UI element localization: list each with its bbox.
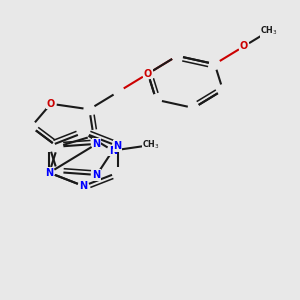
- Text: CH$_3$: CH$_3$: [260, 25, 278, 38]
- Text: O: O: [47, 99, 55, 109]
- Text: N: N: [80, 181, 88, 191]
- Text: CH$_3$: CH$_3$: [142, 139, 160, 151]
- Text: N: N: [113, 141, 122, 151]
- Text: N: N: [45, 168, 53, 178]
- Text: O: O: [144, 69, 152, 79]
- Text: O: O: [240, 41, 248, 51]
- Text: N: N: [93, 170, 101, 180]
- Text: N: N: [93, 139, 101, 149]
- Text: N: N: [109, 146, 117, 156]
